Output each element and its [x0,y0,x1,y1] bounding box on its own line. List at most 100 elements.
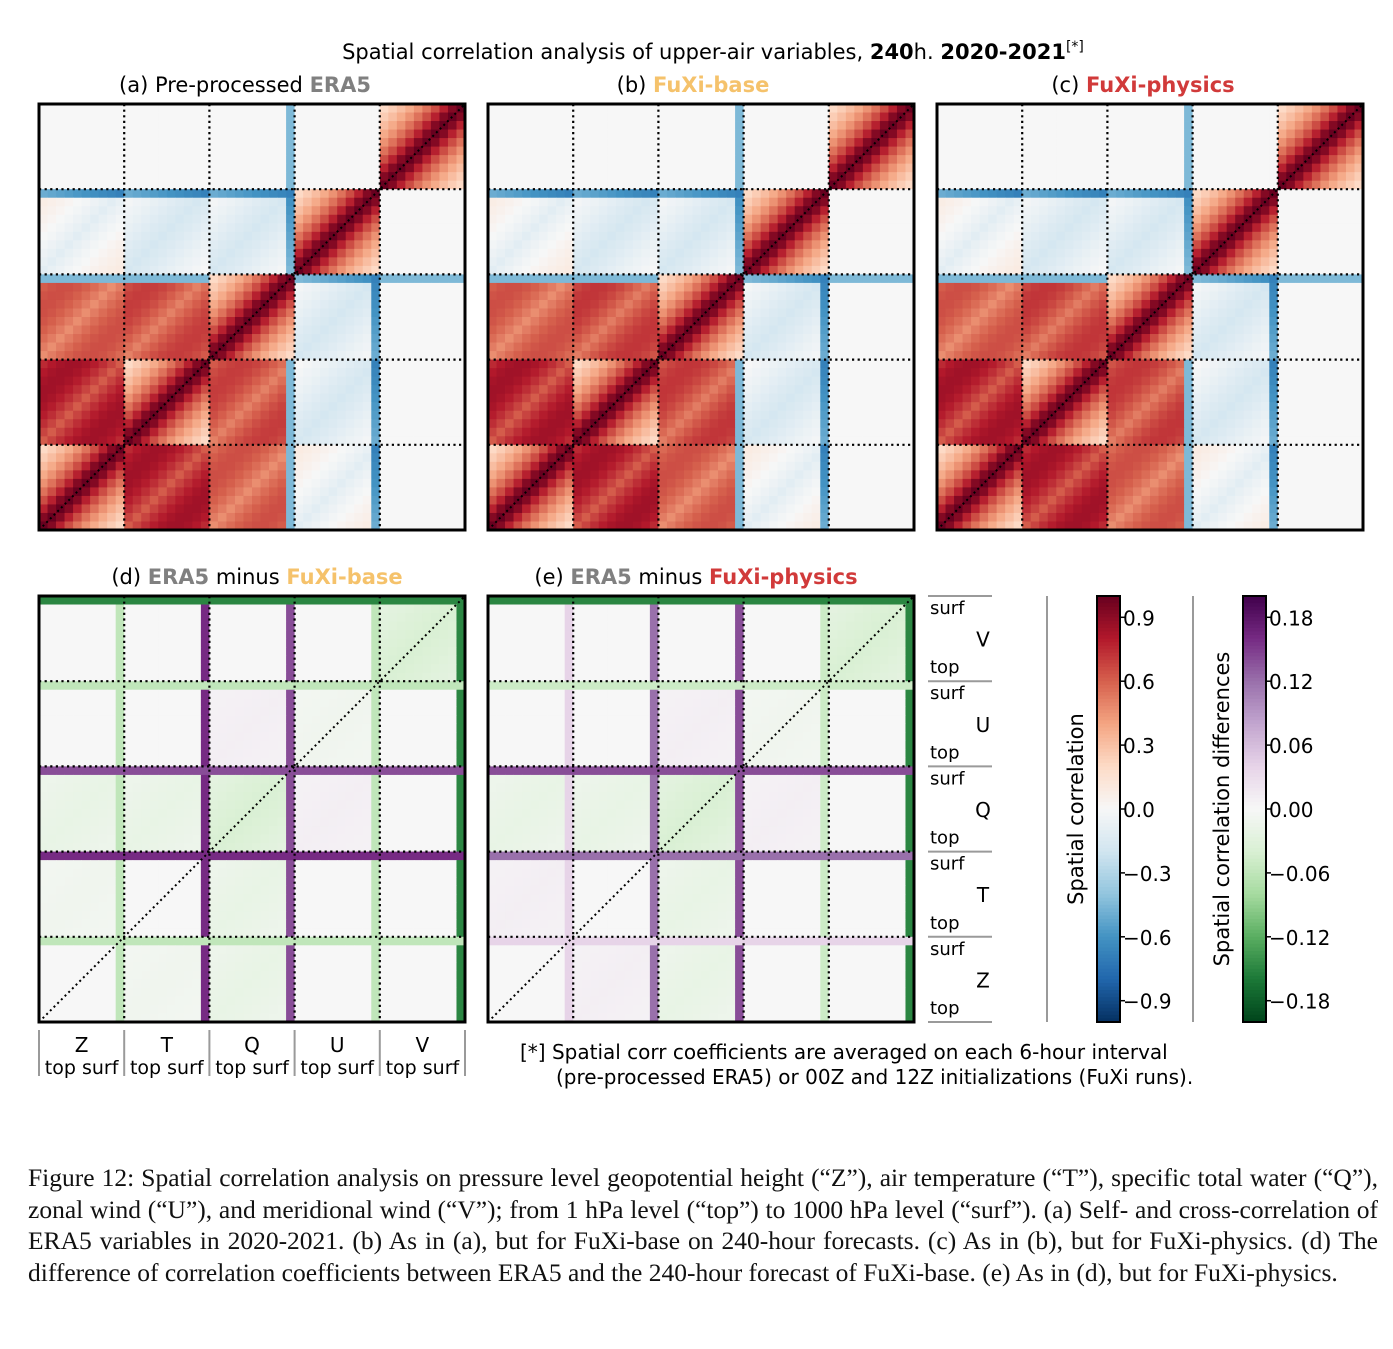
heatmap-cell [209,197,219,207]
heatmap-cell [200,342,210,352]
heatmap-cell [632,240,642,250]
heatmap-cell [726,206,736,216]
heatmap-cell [726,436,736,446]
heatmap-cell [234,104,244,113]
heatmap-cell [581,121,591,130]
title-period: 2020-2021 [940,40,1066,64]
heatmap-cell [752,197,762,207]
heatmap-cell [632,351,642,360]
heatmap-cell [683,393,693,403]
heatmap-cell [269,163,278,173]
heatmap-cell [641,334,651,343]
heatmap-cell [311,155,321,165]
heatmap-cell [294,385,304,395]
heatmap-cell [811,495,821,505]
heatmap-cell [837,129,847,139]
heatmap-cell [752,325,762,335]
heatmap-cell [658,504,668,514]
heatmap-cell [828,402,838,412]
heatmap-cell [149,231,159,241]
heatmap-cell [581,180,591,190]
heatmap-cell [39,248,48,258]
heatmap-cell [598,461,608,471]
heatmap-cell [649,180,659,190]
heatmap-cell [530,240,540,250]
heatmap-cell [547,495,557,505]
heatmap-cell [513,291,523,301]
heatmap-cell [539,402,549,412]
heatmap-cell [413,274,423,284]
heatmap-cell [47,427,57,437]
heatmap-cell [73,240,82,250]
heatmap-cell [777,359,787,369]
heatmap-cell [794,495,804,505]
heatmap-cell [820,223,830,233]
heatmap-cell [56,138,65,147]
heatmap-cell [803,385,813,395]
heatmap-cell [786,368,796,378]
heatmap-cell [683,172,693,182]
heatmap-cell [396,376,406,386]
heatmap-cell [107,512,117,522]
heatmap-cell [786,282,796,292]
heatmap-cell [277,521,287,531]
heatmap-cell [132,351,142,360]
heatmap-cell [115,231,125,241]
heatmap-cell [217,163,227,173]
heatmap-cell [107,163,117,173]
heatmap-cell [81,291,91,301]
heatmap-cell [854,376,864,386]
heatmap-cell [760,172,770,182]
heatmap-cell [456,444,466,454]
heatmap-cell [581,282,591,292]
heatmap-cell [56,325,65,335]
heatmap-cell [166,376,176,386]
heatmap-cell [564,291,574,301]
heatmap-cell [760,512,770,522]
heatmap-cell [81,155,91,165]
heatmap-cell [760,299,770,309]
heatmap-cell [820,393,830,403]
heatmap-cell [726,334,736,343]
heatmap-cell [556,248,566,258]
heatmap-cell [624,504,634,514]
heatmap-cell [530,478,540,488]
heatmap-cell [505,478,514,488]
heatmap-cell [556,504,566,514]
heatmap-cell [735,180,744,190]
heatmap-cell [175,453,185,463]
heatmap-cell [252,461,261,471]
heatmap-cell [217,206,227,216]
heatmap-cell [794,189,804,199]
heatmap-cell [735,308,744,318]
heatmap-cell [362,121,372,130]
heatmap-cell [607,308,617,318]
heatmap-cell [607,504,617,514]
heatmap-cell [556,138,566,147]
heatmap-cell [252,478,261,488]
heatmap-cell [675,436,685,446]
heatmap-cell [649,393,659,403]
heatmap-cell [547,197,557,207]
heatmap-cell [294,197,304,207]
heatmap-cell [701,402,710,412]
heatmap-cell [837,487,847,497]
heatmap-cell [337,470,347,480]
heatmap-cell [615,112,625,122]
heatmap-cell [39,393,48,403]
heatmap-cell [862,248,872,258]
heatmap-cell [615,393,625,403]
heatmap-cell [539,206,549,216]
heatmap-cell [277,402,287,412]
heatmap-cell [183,240,193,250]
heatmap-cell [98,504,108,514]
heatmap-cell [522,478,531,488]
heatmap-cell [39,436,48,446]
heatmap-cell [166,308,176,318]
heatmap-cell [615,436,625,446]
heatmap-cell [769,325,779,335]
heatmap-cell [590,444,600,454]
heatmap-cell [794,180,804,190]
heatmap-cell [158,410,168,420]
heatmap-cell [760,197,770,207]
